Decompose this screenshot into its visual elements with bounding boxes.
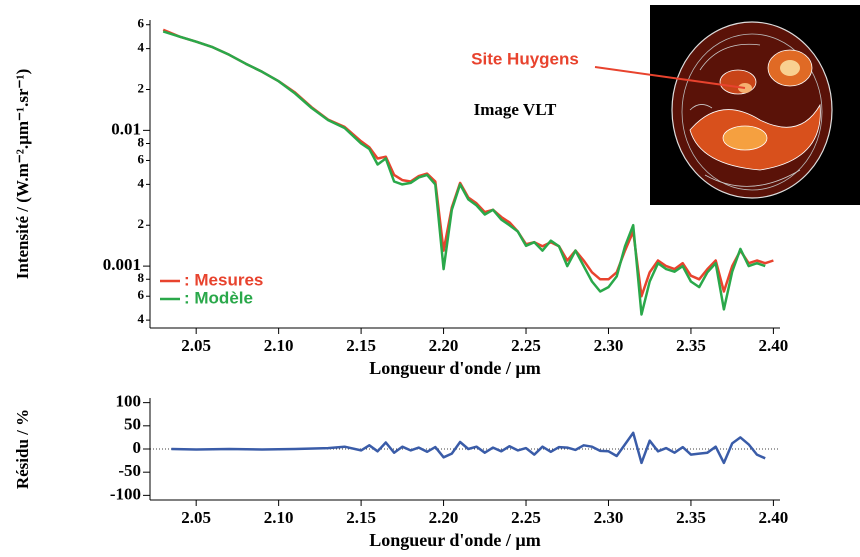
x-tick-label: 2.40	[759, 336, 789, 355]
x-tick-label: 2.25	[511, 336, 541, 355]
x-axis-label: Longueur d'onde / µm	[369, 530, 541, 550]
y-tick-label: 50	[124, 415, 141, 434]
legend-label: : Mesures	[184, 270, 263, 289]
x-tick-label: 2.20	[429, 508, 459, 527]
inset-image	[650, 5, 860, 205]
y-tick-label: 2	[138, 216, 145, 231]
y-tick-label: 6	[138, 151, 145, 166]
y-tick-label: -100	[110, 484, 141, 503]
x-axis-label: Longueur d'onde / µm	[369, 358, 541, 378]
x-tick-label: 2.30	[594, 336, 624, 355]
annotation: Image VLT	[474, 100, 557, 119]
figure: Site Huygens Image VLT 2.05 2.10 2.15 2.20 2…	[0, 0, 860, 557]
y-tick-label: 0.01	[111, 119, 141, 138]
y-tick-label: 2	[138, 80, 145, 95]
bright-spot	[723, 126, 767, 150]
y-axis-label: Résidu / %	[13, 409, 32, 489]
y-tick-label: 6	[138, 287, 145, 302]
x-tick-label: 2.35	[676, 508, 706, 527]
y-tick-label: 0	[133, 438, 142, 457]
x-tick-label: 2.35	[676, 336, 706, 355]
y-axis-label: Intensité / (W.m⁻².µm⁻¹.sr⁻¹)	[13, 69, 32, 280]
y-tick-label: -50	[118, 461, 141, 480]
x-tick-label: 2.05	[181, 336, 211, 355]
x-tick-label: 2.40	[759, 508, 789, 527]
y-tick-label: 4	[138, 40, 145, 55]
x-tick-label: 2.25	[511, 508, 541, 527]
y-tick-label: 4	[138, 311, 145, 326]
x-tick-label: 2.20	[429, 336, 459, 355]
y-tick-label: 100	[116, 392, 142, 411]
x-tick-label: 2.05	[181, 508, 211, 527]
annotation: Site Huygens	[471, 49, 579, 68]
x-tick-label: 2.30	[594, 508, 624, 527]
y-tick-label: 6	[138, 16, 145, 31]
legend-label: : Modèle	[184, 288, 253, 307]
x-tick-label: 2.15	[346, 508, 376, 527]
y-tick-label: 0.001	[103, 255, 141, 274]
x-tick-label: 2.10	[264, 508, 294, 527]
titan-disk	[672, 22, 832, 198]
y-tick-label: 4	[138, 175, 145, 190]
x-tick-label: 2.15	[346, 336, 376, 355]
series-line	[171, 433, 765, 463]
bright-spot	[780, 60, 800, 76]
x-tick-label: 2.10	[264, 336, 294, 355]
